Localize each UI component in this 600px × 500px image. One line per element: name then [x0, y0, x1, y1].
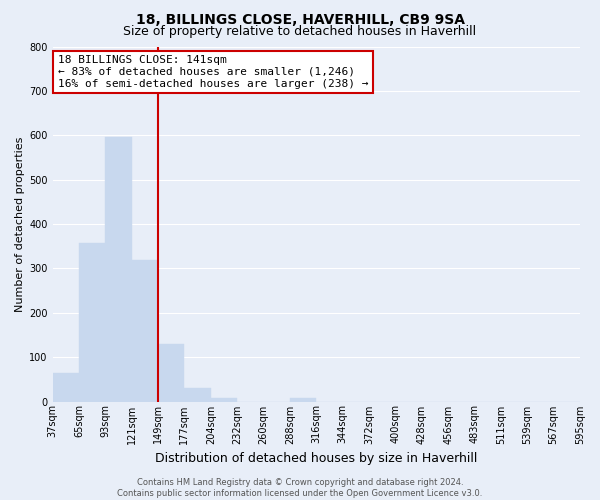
Bar	[211, 398, 237, 402]
Bar	[131, 260, 158, 402]
Y-axis label: Number of detached properties: Number of detached properties	[15, 136, 25, 312]
Bar	[53, 372, 79, 402]
Bar	[290, 398, 316, 402]
Bar	[105, 137, 131, 402]
X-axis label: Distribution of detached houses by size in Haverhill: Distribution of detached houses by size …	[155, 452, 478, 465]
Bar	[79, 242, 105, 402]
Bar	[158, 344, 184, 402]
Text: Size of property relative to detached houses in Haverhill: Size of property relative to detached ho…	[124, 25, 476, 38]
Text: 18 BILLINGS CLOSE: 141sqm
← 83% of detached houses are smaller (1,246)
16% of se: 18 BILLINGS CLOSE: 141sqm ← 83% of detac…	[58, 56, 368, 88]
Text: 18, BILLINGS CLOSE, HAVERHILL, CB9 9SA: 18, BILLINGS CLOSE, HAVERHILL, CB9 9SA	[136, 12, 464, 26]
Text: Contains HM Land Registry data © Crown copyright and database right 2024.
Contai: Contains HM Land Registry data © Crown c…	[118, 478, 482, 498]
Bar	[184, 388, 211, 402]
